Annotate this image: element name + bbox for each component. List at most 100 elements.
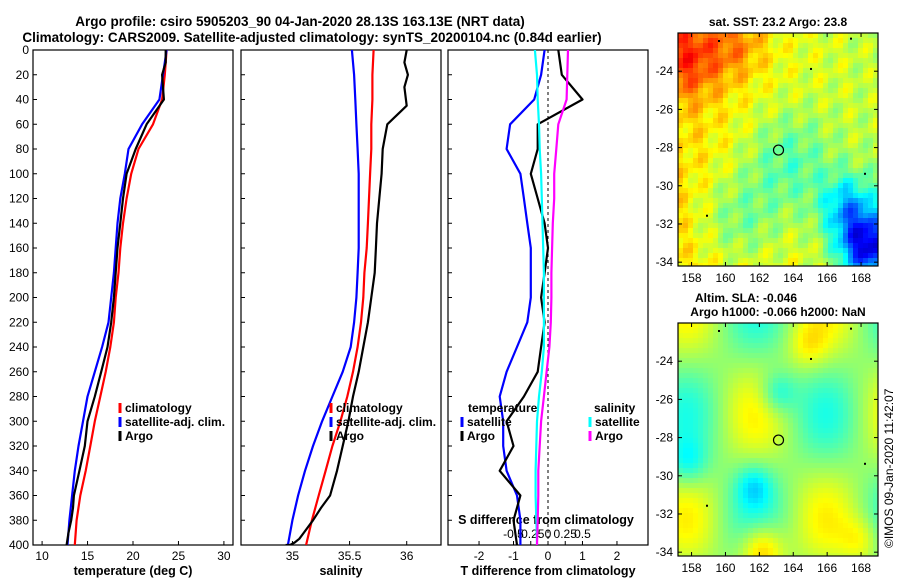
- map-cell: [838, 138, 844, 144]
- map-cell: [793, 123, 799, 129]
- map-cell: [838, 543, 844, 549]
- map-cell: [818, 343, 824, 349]
- map-cell: [818, 213, 824, 219]
- map-cell: [848, 423, 854, 429]
- map-cell: [718, 228, 724, 234]
- map-cell: [733, 518, 739, 524]
- map-cell: [873, 98, 878, 104]
- map-cell: [718, 398, 724, 404]
- map-cell: [813, 118, 819, 124]
- map-cell: [698, 208, 704, 214]
- map-cell: [788, 363, 794, 369]
- map-cell: [873, 233, 878, 239]
- map-cell: [698, 128, 704, 134]
- map-cell: [683, 328, 689, 334]
- map-cell: [808, 218, 814, 224]
- map-cell: [693, 548, 699, 554]
- map-cell: [758, 438, 764, 444]
- map-cell: [803, 333, 809, 339]
- map-cell: [693, 423, 699, 429]
- map-cell: [748, 448, 754, 454]
- map-cell: [838, 348, 844, 354]
- map-cell: [748, 48, 754, 54]
- map-cell: [873, 403, 878, 409]
- map-cell: [818, 328, 824, 334]
- map-cell: [738, 338, 744, 344]
- map-cell: [828, 373, 834, 379]
- map-cell: [773, 528, 779, 534]
- plot-frame: [32, 49, 234, 546]
- map-cell: [788, 228, 794, 234]
- map-cell: [778, 528, 784, 534]
- map-cell: [683, 98, 689, 104]
- map-cell: [838, 193, 844, 199]
- map-cell: [798, 183, 804, 189]
- map-cell: [713, 388, 719, 394]
- map-cell: [818, 463, 824, 469]
- map-cell: [753, 78, 759, 84]
- map-cell: [858, 378, 864, 384]
- map-cell: [758, 213, 764, 219]
- map-cell: [808, 173, 814, 179]
- map-cell: [853, 338, 859, 344]
- map-cell: [683, 323, 689, 329]
- map-cell: [683, 133, 689, 139]
- map-cell: [743, 348, 749, 354]
- map-cell: [803, 43, 809, 49]
- map-cell: [723, 48, 729, 54]
- map-cell: [848, 203, 854, 209]
- map-cell: [773, 128, 779, 134]
- map-cell: [813, 258, 819, 264]
- map-cell: [698, 503, 704, 509]
- map-cell: [813, 163, 819, 169]
- map-cell: [873, 458, 878, 464]
- map-cell: [718, 98, 724, 104]
- map-cell: [683, 168, 689, 174]
- map-cell: [733, 248, 739, 254]
- map-cell: [678, 208, 684, 214]
- map-cell: [783, 448, 789, 454]
- map-cell: [823, 483, 829, 489]
- map-cell: [858, 83, 864, 89]
- map-cell: [848, 403, 854, 409]
- map-cell: [838, 493, 844, 499]
- map-cell: [783, 98, 789, 104]
- map-cell: [778, 453, 784, 459]
- map-cell: [683, 63, 689, 69]
- map-cell: [683, 493, 689, 499]
- map-cell: [863, 228, 869, 234]
- map-cell: [688, 238, 694, 244]
- map-cell: [698, 418, 704, 424]
- map-cell: [763, 338, 769, 344]
- map-cell: [868, 133, 874, 139]
- map-cell: [813, 338, 819, 344]
- map-cell: [683, 413, 689, 419]
- map-cell: [873, 548, 878, 554]
- map-cell: [703, 43, 709, 49]
- map-cell: [783, 323, 789, 329]
- map-cell: [733, 538, 739, 544]
- map-cell: [848, 143, 854, 149]
- map-cell: [818, 243, 824, 249]
- map-cell: [788, 383, 794, 389]
- map-cell: [748, 168, 754, 174]
- map-cell: [678, 253, 684, 259]
- map-cell: [758, 258, 764, 264]
- map-cell: [713, 438, 719, 444]
- map-cell: [823, 258, 829, 264]
- map-cell: [808, 393, 814, 399]
- map-cell: [738, 233, 744, 239]
- map-cell: [778, 443, 784, 449]
- map-cell: [823, 463, 829, 469]
- map-cell: [693, 383, 699, 389]
- map-cell: [833, 248, 839, 254]
- map-cell: [853, 543, 859, 549]
- map-cell: [748, 208, 754, 214]
- map-cell: [858, 133, 864, 139]
- map-cell: [723, 148, 729, 154]
- map-cell: [808, 428, 814, 434]
- map-cell: [788, 418, 794, 424]
- x-tick-label: 0: [545, 549, 552, 563]
- map-cell: [678, 543, 684, 549]
- map-cell: [753, 533, 759, 539]
